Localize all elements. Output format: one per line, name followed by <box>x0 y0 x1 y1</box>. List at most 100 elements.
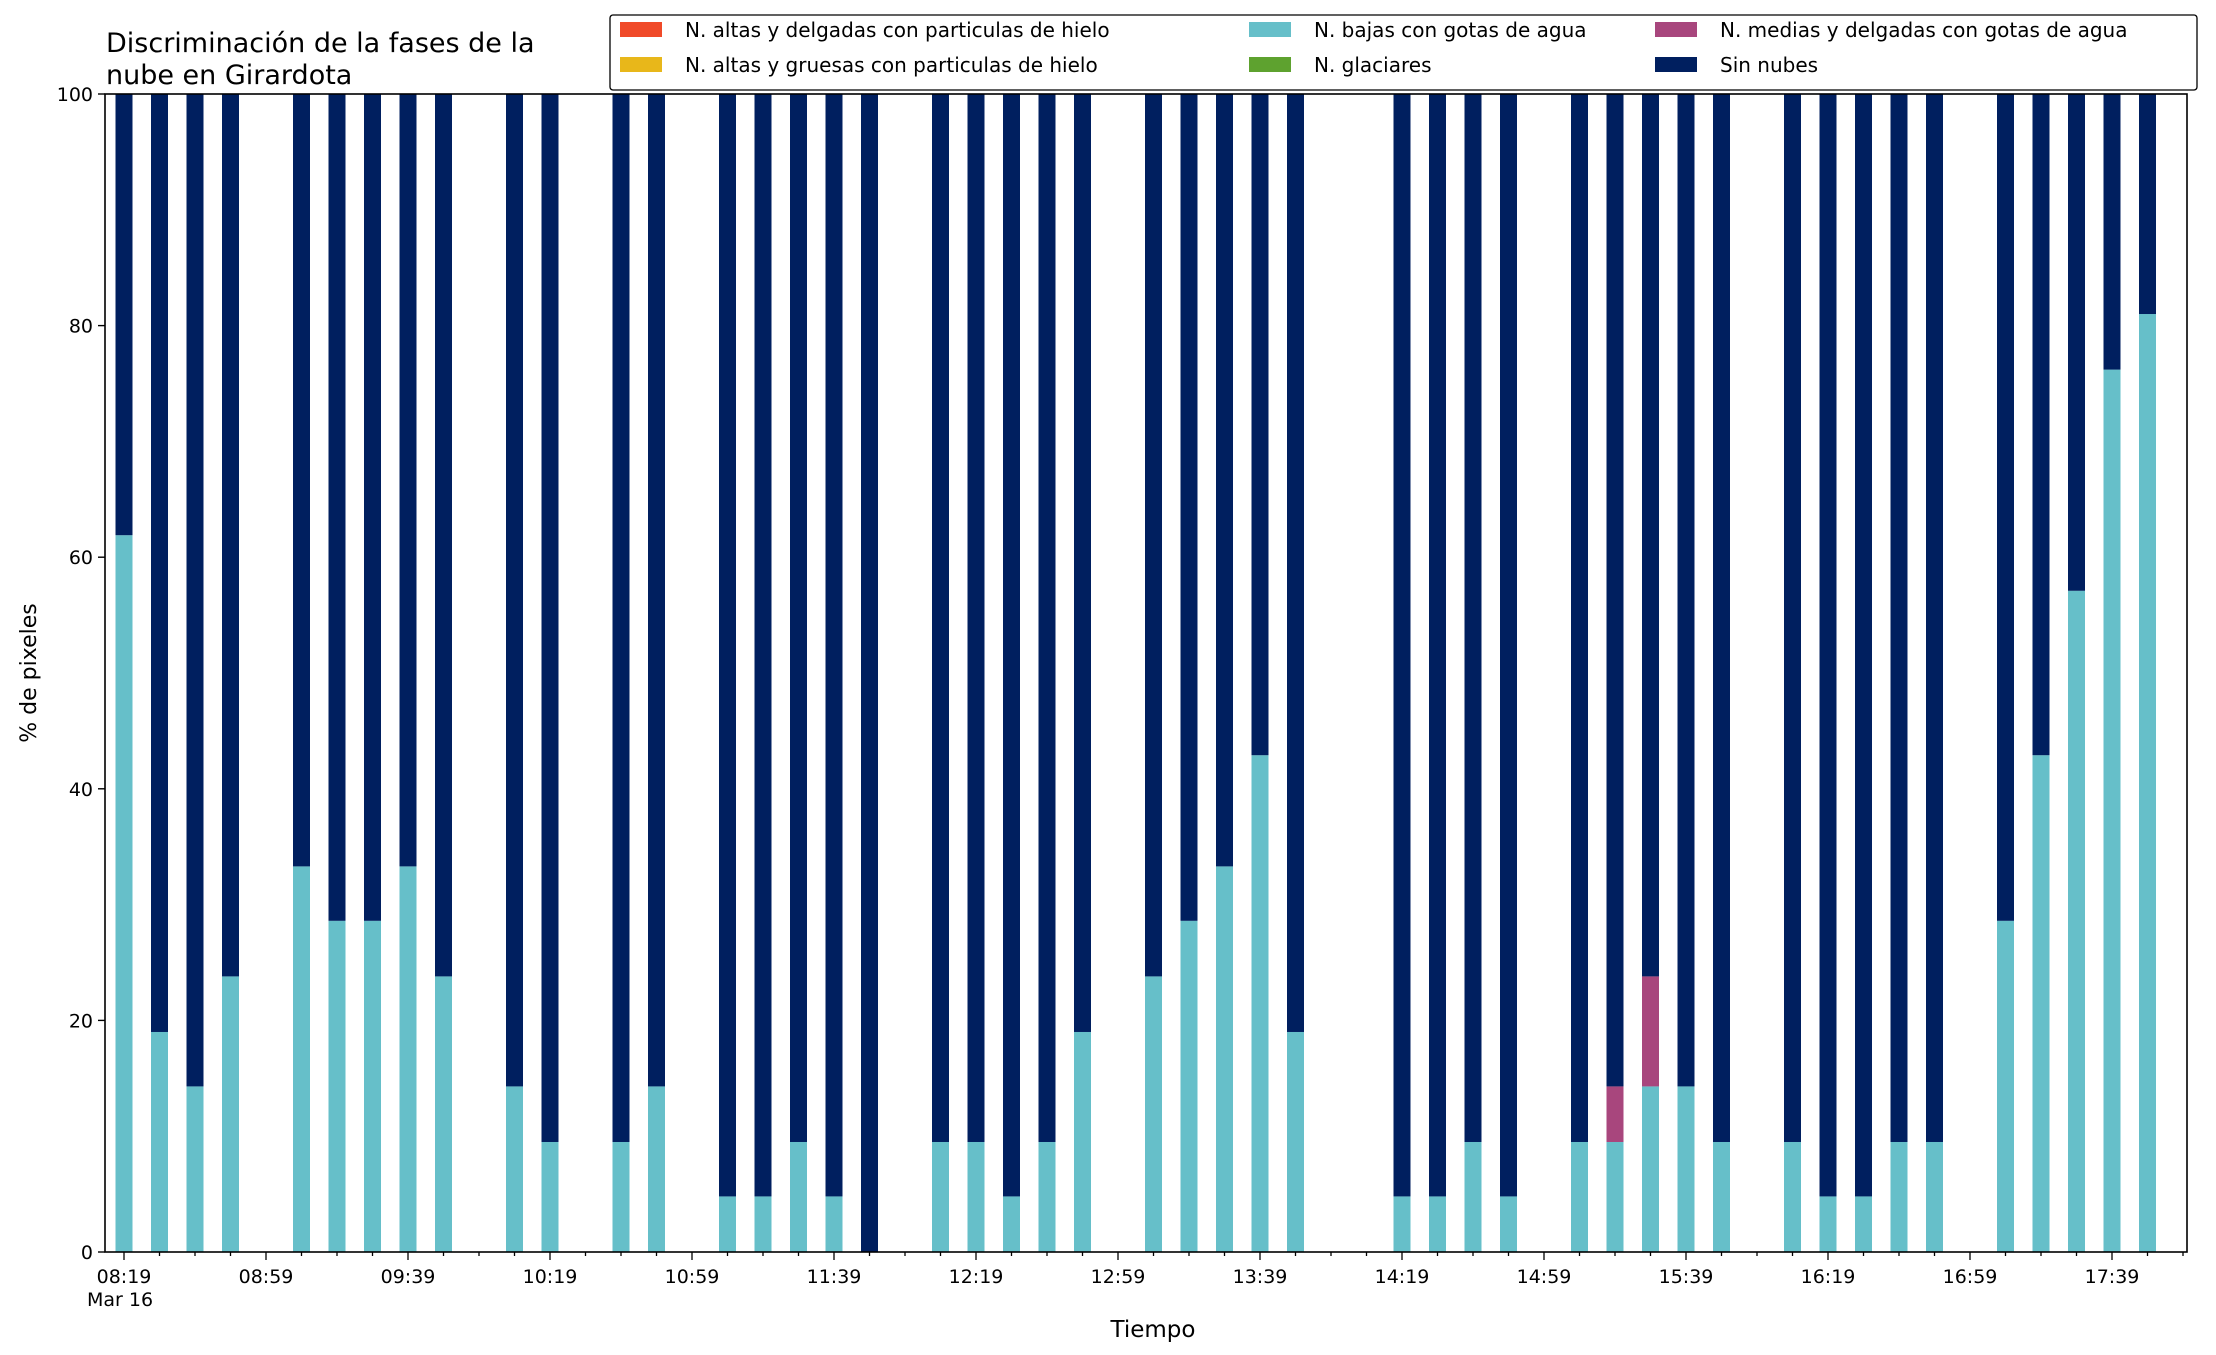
bar-segment <box>328 920 346 1252</box>
legend-swatch <box>1249 57 1291 72</box>
plot-frame <box>104 93 2188 1253</box>
bar-segment <box>293 94 310 867</box>
bar-segment <box>222 976 239 1252</box>
bar-segment <box>328 94 346 921</box>
bars-layer <box>115 94 2156 1252</box>
bar-segment <box>648 1086 665 1252</box>
bar-segment <box>1251 94 1269 756</box>
x-tick-label: 15:39 <box>1659 1266 1714 1288</box>
bar-segment <box>1606 1086 1624 1142</box>
bar-segment <box>1145 976 1162 1252</box>
bar-segment <box>1464 94 1482 1142</box>
legend: N. altas y delgadas con particulas de hi… <box>609 14 2198 91</box>
x-tick-label: 08:19 <box>97 1266 152 1288</box>
bar-segment <box>861 94 878 1252</box>
bar-segment <box>1251 755 1269 1252</box>
bar-segment <box>115 94 133 536</box>
bar-segment <box>1606 1141 1624 1252</box>
bar-segment <box>2103 94 2121 370</box>
bar-segment <box>222 94 239 977</box>
bar-segment <box>1677 94 1695 1087</box>
x-tick-label: 17:39 <box>2085 1266 2140 1288</box>
bar-segment <box>1464 1141 1482 1252</box>
x-tick-label: 12:19 <box>949 1266 1004 1288</box>
x-tick-label: 16:59 <box>1943 1266 1998 1288</box>
bar-segment <box>1642 1086 1659 1252</box>
x-tick-label: 16:19 <box>1801 1266 1856 1288</box>
chart-title-line-1: Discriminación de la fases de la <box>106 28 535 59</box>
x-tick-label: 08:59 <box>239 1266 294 1288</box>
bar-segment <box>151 1031 168 1252</box>
x-axis: 08:19 08:59 09:39 10:19 10:59 11:39 12:19 12:59… <box>97 1252 2184 1288</box>
bar-segment <box>1145 94 1162 977</box>
y-axis: 0 20 40 60 80 100 <box>57 84 105 1264</box>
bar-segment <box>932 1141 949 1252</box>
x-tick-label: 10:19 <box>523 1266 578 1288</box>
bar-segment <box>1180 920 1198 1252</box>
bar-segment <box>1855 1196 1872 1252</box>
bar-segment <box>1571 1141 1588 1252</box>
bar-segment <box>790 94 807 1142</box>
bar-segment <box>2032 755 2050 1252</box>
bar-segment <box>2032 94 2050 756</box>
x-tick-label: 12:59 <box>1091 1266 1146 1288</box>
bar-segment <box>2139 314 2156 1252</box>
bar-segment <box>1784 1141 1801 1252</box>
bar-segment <box>1393 1196 1411 1252</box>
legend-label: N. medias y delgadas con gotas de agua <box>1720 18 2128 42</box>
bar-segment <box>186 1086 204 1252</box>
bar-segment <box>1003 1196 1020 1252</box>
bar-segment <box>1642 976 1659 1087</box>
bar-segment <box>2068 590 2085 1252</box>
legend-label: Sin nubes <box>1720 53 1818 77</box>
bar-segment <box>719 1196 736 1252</box>
bar-segment <box>1819 94 1837 1197</box>
y-tick-label: 60 <box>69 547 93 569</box>
bar-segment <box>1819 1196 1837 1252</box>
y-tick-label: 0 <box>81 1242 93 1264</box>
bar-segment <box>2068 94 2085 591</box>
bar-segment <box>506 1086 523 1252</box>
bar-segment <box>2103 369 2121 1252</box>
legend-label: N. bajas con gotas de agua <box>1314 18 1587 42</box>
bar-segment <box>2139 94 2156 315</box>
legend-label: N. altas y delgadas con particulas de hi… <box>685 18 1110 42</box>
x-tick-label: 14:59 <box>1517 1266 1572 1288</box>
legend-swatch <box>1655 57 1697 72</box>
chart-title-line-2: nube en Girardota <box>106 60 352 91</box>
x-axis-label: Tiempo <box>1110 1317 1196 1343</box>
bar-segment <box>754 94 772 1197</box>
legend-frame <box>609 14 2198 91</box>
bar-segment <box>825 94 843 1197</box>
bar-segment <box>364 94 381 921</box>
bar-segment <box>932 94 949 1142</box>
bar-segment <box>1074 94 1091 1032</box>
bar-segment <box>293 866 310 1252</box>
bar-segment <box>754 1196 772 1252</box>
bar-segment <box>541 94 559 1142</box>
bar-segment <box>1216 94 1233 867</box>
bar-segment <box>1429 1196 1446 1252</box>
bar-segment <box>612 94 630 1142</box>
bar-segment <box>364 920 381 1252</box>
bar-segment <box>1784 94 1801 1142</box>
bar-segment <box>1713 1141 1730 1252</box>
x-tick-label: 13:39 <box>1233 1266 1288 1288</box>
legend-swatch <box>1655 22 1697 37</box>
bar-segment <box>1038 1141 1056 1252</box>
bar-segment <box>1287 94 1304 1032</box>
bar-segment <box>1997 94 2014 921</box>
x-axis-date-label: Mar 16 <box>87 1289 153 1311</box>
bar-segment <box>1890 94 1908 1142</box>
bar-segment <box>506 94 523 1087</box>
y-axis-label: % de pixeles <box>17 603 42 742</box>
x-tick-label: 11:39 <box>807 1266 862 1288</box>
legend-label: N. altas y gruesas con particulas de hie… <box>685 53 1098 77</box>
x-tick-label: 10:59 <box>665 1266 720 1288</box>
bar-segment <box>1890 1141 1908 1252</box>
bar-segment <box>186 94 204 1087</box>
x-tick-label: 14:19 <box>1375 1266 1430 1288</box>
bar-segment <box>1287 1031 1304 1252</box>
bar-segment <box>1429 94 1446 1197</box>
